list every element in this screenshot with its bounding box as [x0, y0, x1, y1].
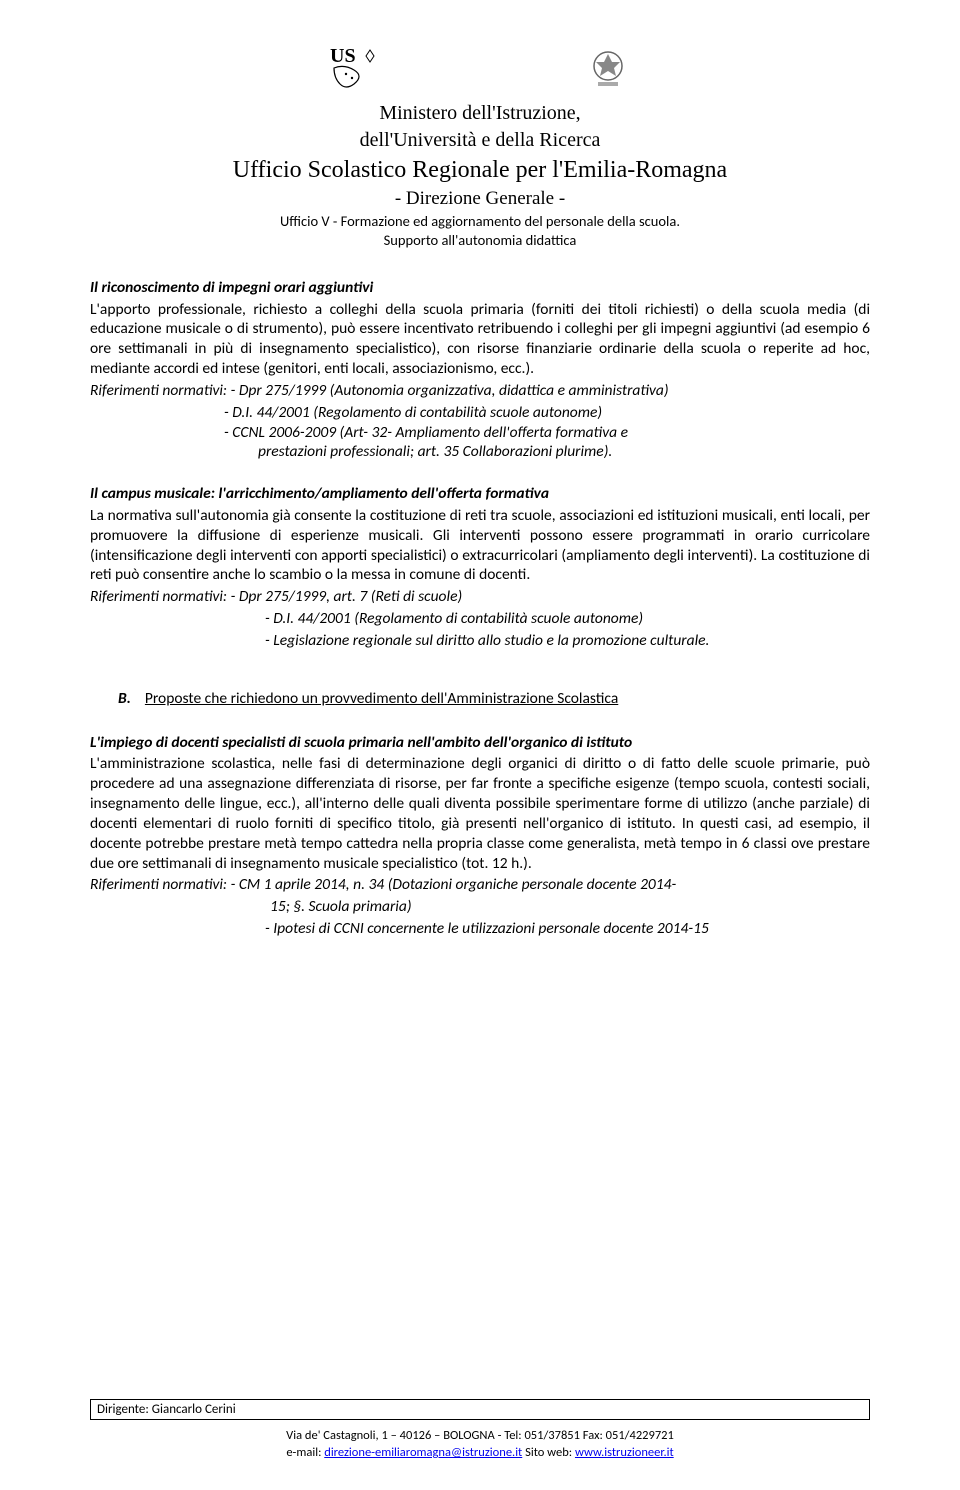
- footer-site-link[interactable]: www.istruzioneer.it: [575, 1445, 674, 1460]
- section-2-ref-3: - Legislazione regionale sul diritto all…: [90, 631, 870, 651]
- section-3-title: L'impiego di docenti specialisti di scuo…: [90, 733, 870, 753]
- section-3-ref-1: Riferimenti normativi: - CM 1 aprile 201…: [90, 875, 870, 895]
- repubblica-emblem: [580, 40, 636, 96]
- ministry-line-1: Ministero dell'Istruzione,: [90, 100, 870, 127]
- footer-address: Via de' Castagnoli, 1 – 40126 – BOLOGNA …: [0, 1428, 960, 1462]
- section-2-body: La normativa sull'autonomia già consente…: [90, 506, 870, 585]
- direzione-generale: - Direzione Generale -: [90, 186, 870, 212]
- section-2-ref-2: - D.I. 44/2001 (Regolamento di contabili…: [90, 609, 870, 629]
- dirigente-box: Dirigente: Giancarlo Cerini: [90, 1399, 870, 1420]
- section-1-title: Il riconoscimento di impegni orari aggiu…: [90, 278, 870, 298]
- section-3-ref-2: - Ipotesi di CCNI concernente le utilizz…: [90, 919, 870, 939]
- section-2-title: Il campus musicale: l'arricchimento/ampl…: [90, 484, 870, 504]
- letter-b: B.: [118, 689, 131, 708]
- ufficio-regionale: Ufficio Scolastico Regionale per l'Emili…: [90, 154, 870, 186]
- section-2-ref-1: Riferimenti normativi: - Dpr 275/1999, a…: [90, 587, 870, 607]
- section-1-ref-3a: CCNL 2006-2009 (Art- 32- Ampliamento del…: [90, 423, 870, 443]
- logos-row: US: [90, 40, 870, 96]
- footer-site-label: Sito web:: [522, 1445, 575, 1460]
- footer-address-line: Via de' Castagnoli, 1 – 40126 – BOLOGNA …: [0, 1428, 960, 1445]
- usr-logo: US: [324, 40, 380, 96]
- section-1-ref-1: Riferimenti normativi: - Dpr 275/1999 (A…: [90, 381, 870, 401]
- ufficio-v-line: Ufficio V - Formazione ed aggiornamento …: [90, 212, 870, 231]
- svg-text:US: US: [330, 45, 356, 67]
- section-1-body: L'apporto professionale, richiesto a col…: [90, 300, 870, 379]
- footer-contact-line: e-mail: direzione-emiliaromagna@istruzio…: [0, 1445, 960, 1462]
- section-1-ref-2: D.I. 44/2001 (Regolamento di contabilità…: [90, 403, 870, 423]
- section-b-title: Proposte che richiedono un provvedimento…: [145, 689, 618, 708]
- section-1-ref-3b: prestazioni professionali; art. 35 Colla…: [90, 442, 870, 462]
- dirigente-label: Dirigente: Giancarlo Cerini: [97, 1402, 236, 1417]
- footer-email-label: e-mail:: [286, 1445, 324, 1460]
- supporto-line: Supporto all'autonomia didattica: [90, 231, 870, 250]
- letterhead: US Ministero dell'Istruzione, dell'Unive…: [90, 40, 870, 250]
- section-3-body: L'amministrazione scolastica, nelle fasi…: [90, 754, 870, 873]
- body-content: Il riconoscimento di impegni orari aggiu…: [90, 278, 870, 939]
- section-b-heading: B. Proposte che richiedono un provvedime…: [90, 689, 870, 709]
- footer-email-link[interactable]: direzione-emiliaromagna@istruzione.it: [324, 1445, 522, 1460]
- section-3-ref-1b: 15; §. Scuola primaria): [90, 897, 870, 917]
- ministry-line-2: dell'Università e della Ricerca: [90, 127, 870, 154]
